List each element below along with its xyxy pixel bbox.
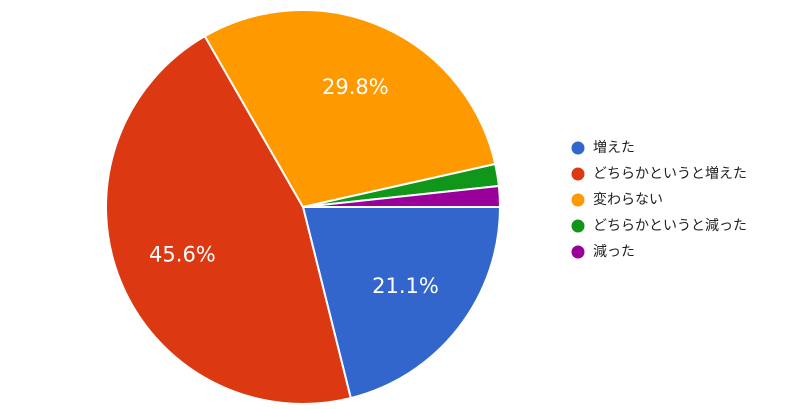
pie-slice bbox=[203, 9, 497, 209]
legend-label: どちらかというと減った bbox=[593, 217, 747, 234]
legend-marker bbox=[571, 245, 585, 259]
legend-label: 減った bbox=[593, 243, 635, 260]
slice-label: 21.1% bbox=[372, 274, 439, 298]
legend-label: 変わらない bbox=[593, 191, 663, 208]
legend-marker bbox=[571, 193, 585, 207]
legend-label: 増えた bbox=[593, 140, 635, 156]
legend-marker bbox=[571, 141, 585, 155]
legend-marker bbox=[571, 219, 585, 233]
pie-slice bbox=[302, 184, 502, 208]
legend-marker bbox=[571, 167, 585, 181]
pie-slice bbox=[105, 34, 353, 405]
slice-label: 29.8% bbox=[322, 75, 389, 99]
pie-slice bbox=[301, 206, 502, 400]
legend-label: どちらかというと増えた bbox=[593, 166, 747, 182]
slice-label: 45.6% bbox=[149, 243, 216, 267]
